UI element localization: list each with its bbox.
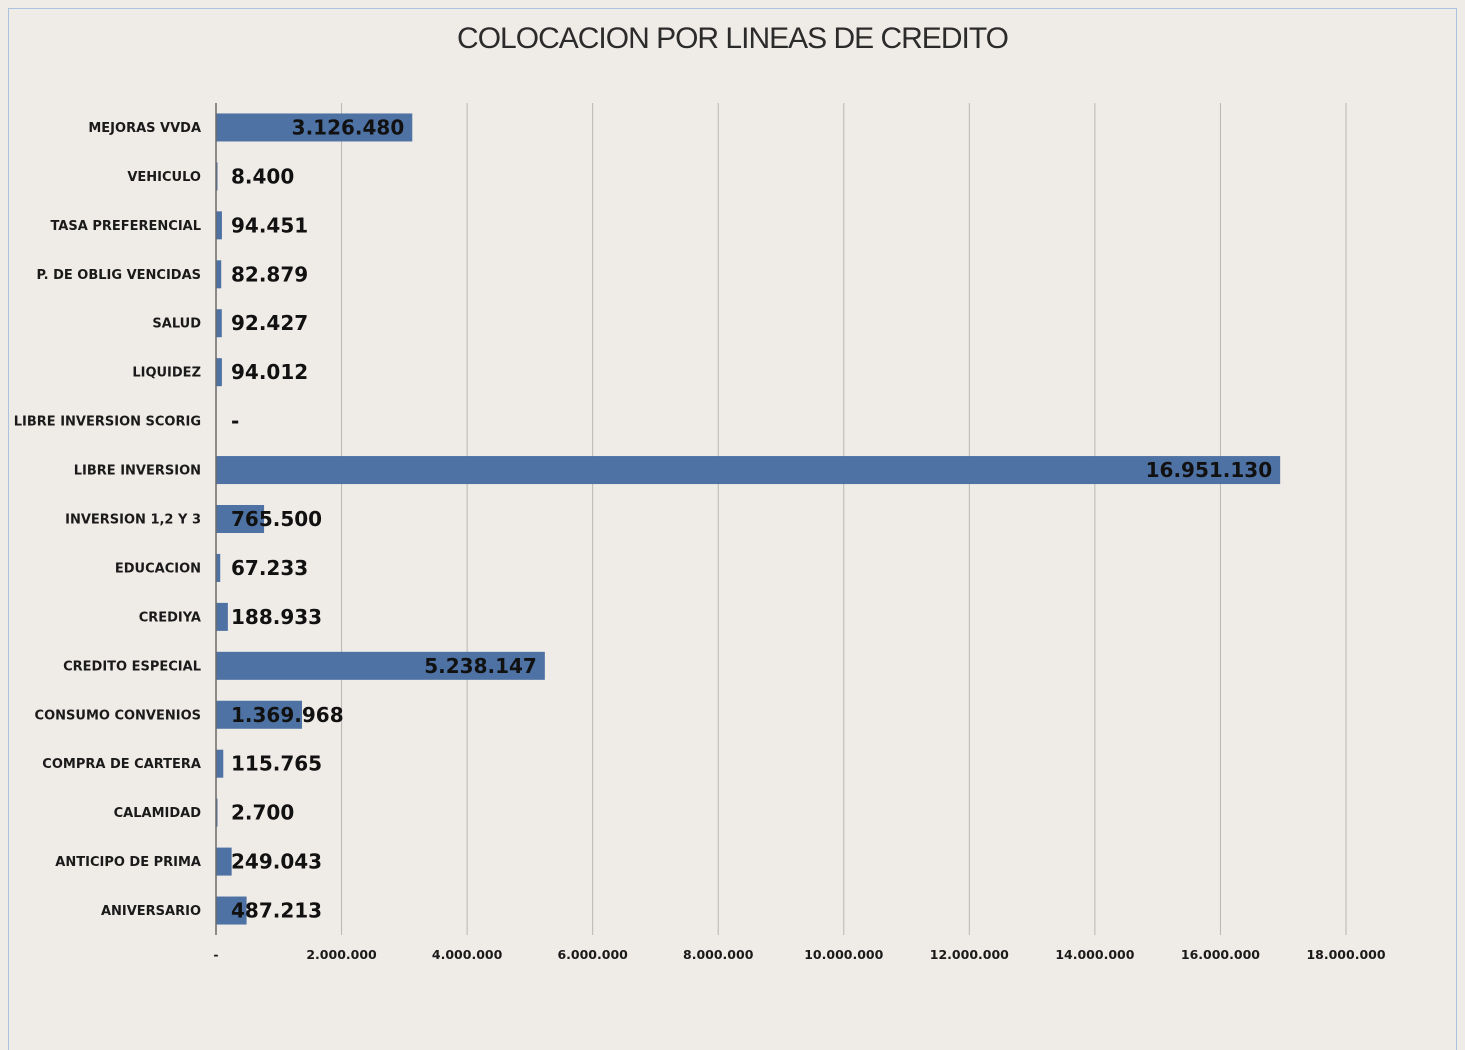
- bar: [216, 651, 545, 680]
- category-label: MEJORAS VVDA: [88, 121, 201, 136]
- data-label: 94.012: [231, 360, 308, 384]
- data-label: 2.700: [231, 801, 294, 825]
- x-tick-label: 8.000.000: [683, 947, 754, 962]
- data-label: 188.933: [231, 605, 322, 629]
- category-label: COMPRA DE CARTERA: [42, 757, 201, 772]
- bar: [216, 896, 247, 925]
- data-label: 1.369.968: [231, 703, 344, 727]
- bar: [216, 456, 1281, 485]
- data-label: 249.043: [231, 850, 322, 874]
- x-tick-label: 16.000.000: [1181, 947, 1260, 962]
- x-tick-label: -: [213, 947, 218, 962]
- category-label: CREDITO ESPECIAL: [63, 659, 201, 674]
- x-tick-label: 12.000.000: [930, 947, 1009, 962]
- data-label: 115.765: [231, 752, 322, 776]
- bar: [216, 553, 221, 582]
- category-label: LIBRE INVERSION: [74, 464, 201, 479]
- category-label: CALAMIDAD: [114, 806, 202, 821]
- bar: [216, 309, 222, 338]
- category-label: LIBRE INVERSION SCORIG: [14, 415, 201, 430]
- chart-title: COLOCACION POR LINEAS DE CREDITO: [457, 22, 1009, 55]
- category-label: CREDIYA: [139, 610, 201, 625]
- category-label: ANTICIPO DE PRIMA: [55, 855, 201, 870]
- category-label: SALUD: [152, 317, 201, 332]
- x-tick-label: 18.000.000: [1306, 947, 1385, 962]
- data-label: 94.451: [231, 213, 308, 237]
- data-label: 16.951.130: [1146, 458, 1273, 482]
- category-label: EDUCACION: [115, 561, 201, 576]
- bar: [216, 211, 222, 240]
- category-label: P. DE OBLIG VENCIDAS: [37, 268, 202, 283]
- bar: [216, 505, 265, 533]
- data-label: -: [231, 409, 239, 433]
- category-label: TASA PREFERENCIAL: [50, 219, 201, 234]
- category-label: CONSUMO CONVENIOS: [35, 708, 201, 723]
- data-label: 5.238.147: [424, 654, 537, 678]
- data-label: 3.126.480: [292, 115, 405, 139]
- data-label: 92.427: [231, 311, 308, 335]
- data-label: 8.400: [231, 164, 294, 188]
- bar: [216, 700, 303, 729]
- data-label: 765.500: [231, 507, 322, 531]
- x-tick-label: 6.000.000: [557, 947, 628, 962]
- category-label: LIQUIDEZ: [132, 366, 201, 381]
- x-tick-label: 10.000.000: [804, 947, 883, 962]
- bar: [216, 113, 413, 142]
- x-tick-label: 4.000.000: [432, 947, 503, 962]
- bar: [216, 602, 228, 631]
- x-tick-label: 14.000.000: [1055, 947, 1134, 962]
- category-label: INVERSION 1,2 Y 3: [65, 513, 201, 528]
- category-label: ANIVERSARIO: [101, 904, 201, 919]
- category-label: VEHICULO: [127, 170, 201, 185]
- bar: [216, 260, 222, 289]
- data-label: 487.213: [231, 899, 322, 923]
- x-tick-label: 2.000.000: [306, 947, 377, 962]
- bar: [216, 749, 224, 778]
- bar: [216, 847, 232, 876]
- data-label: 67.233: [231, 556, 308, 580]
- bar: [216, 358, 222, 387]
- data-label: 82.879: [231, 262, 308, 286]
